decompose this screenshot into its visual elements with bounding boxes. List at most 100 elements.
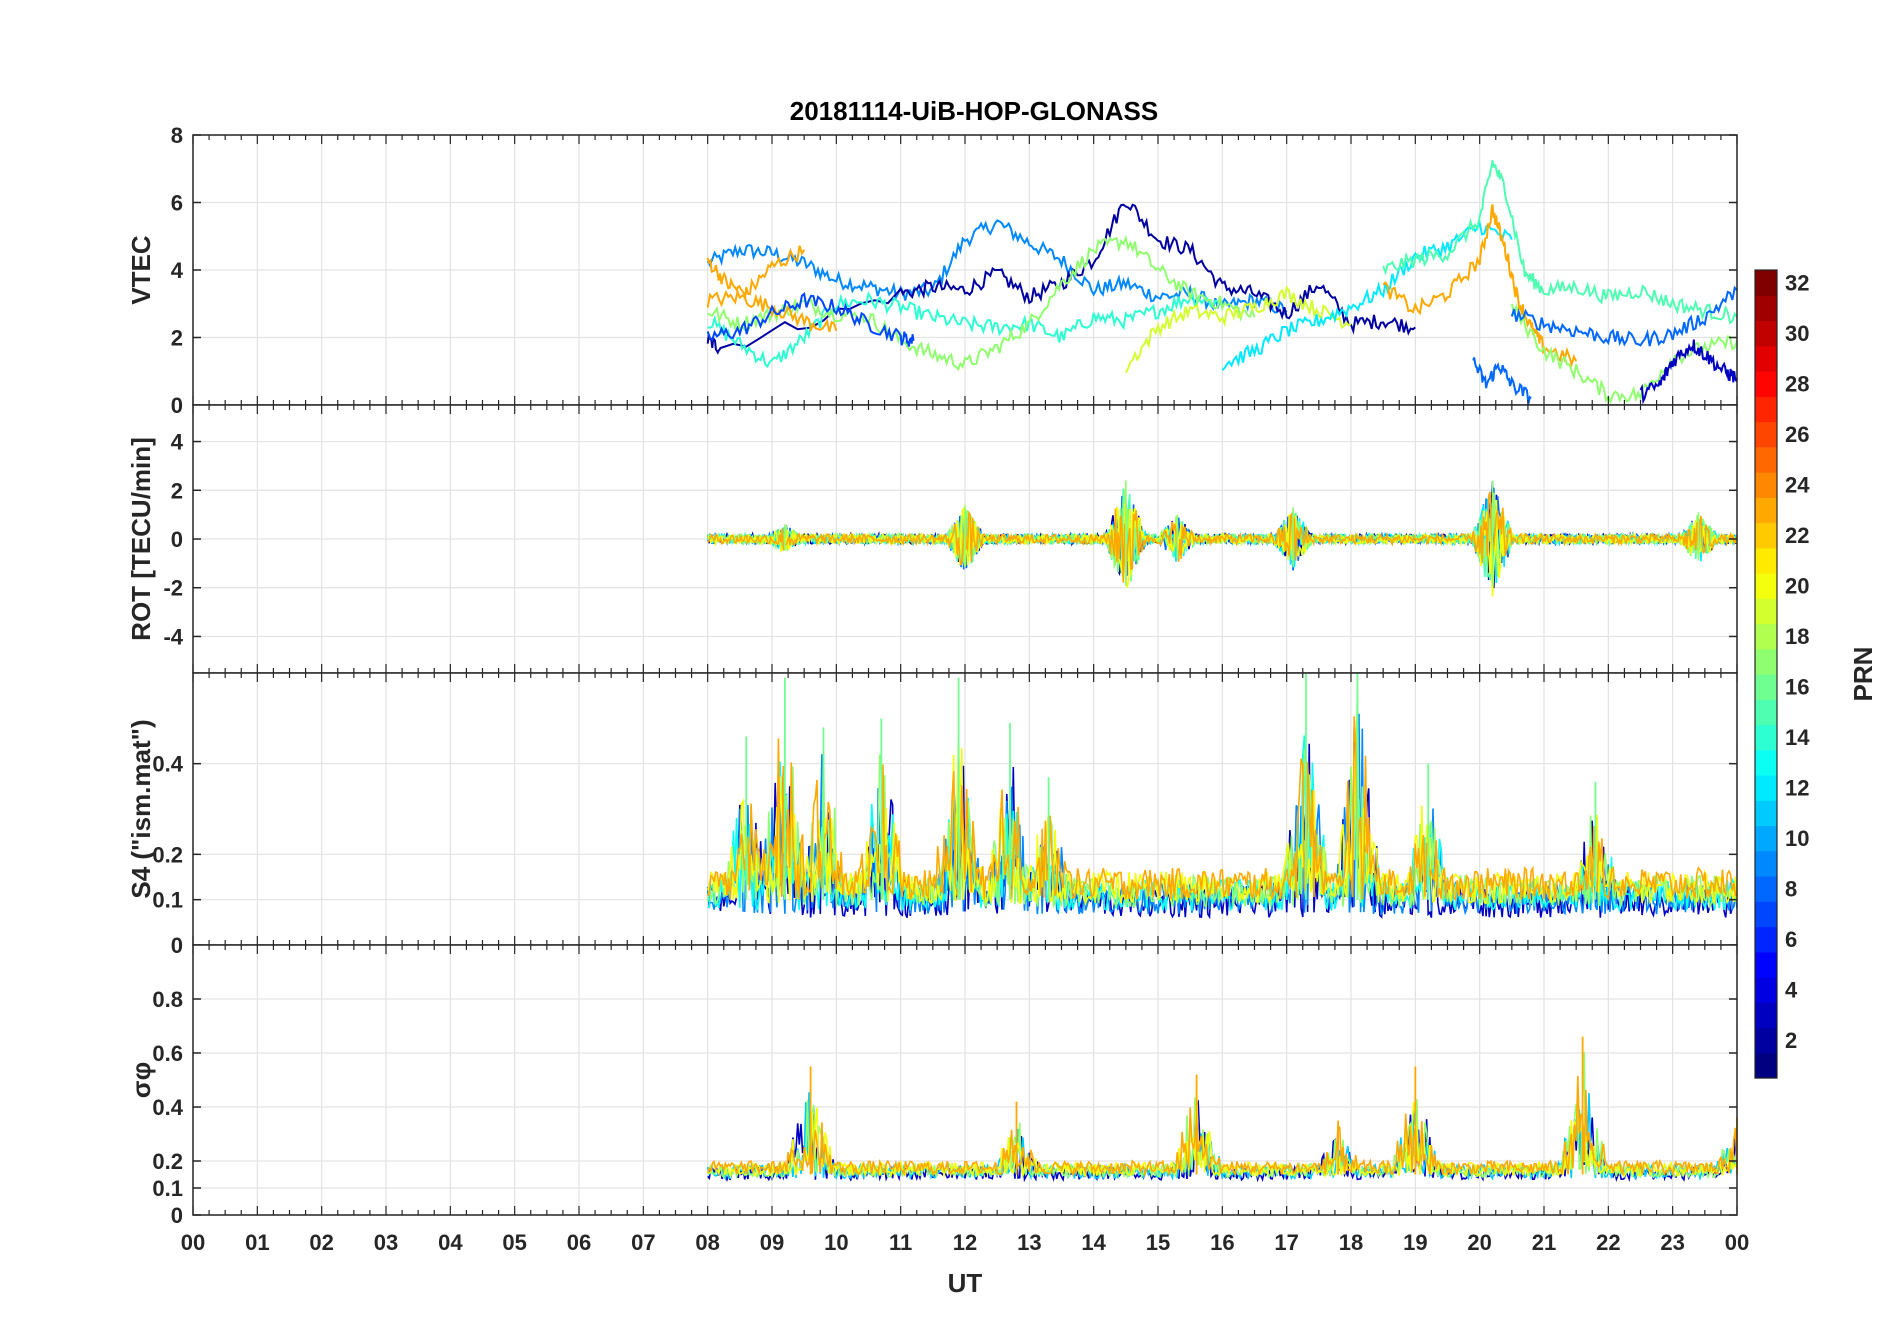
x-ticks — [192, 135, 1738, 405]
y-axis-label: σφ — [126, 1062, 156, 1098]
colorbar-tick-label: 16 — [1785, 675, 1809, 700]
x-tick-label: 18 — [1339, 1230, 1363, 1255]
colorbar-segment — [1755, 674, 1777, 700]
vtec-series-prn-8 — [1472, 357, 1532, 404]
colorbar-segment — [1755, 345, 1777, 372]
x-tick-label: 09 — [760, 1230, 784, 1255]
x-tick-label: 04 — [438, 1230, 463, 1255]
y-tick-label: 0.2 — [152, 1149, 183, 1174]
colorbar-segment — [1755, 270, 1777, 296]
y-tick-label: 0.1 — [152, 888, 183, 913]
x-tick-label: 23 — [1660, 1230, 1684, 1255]
series-group — [706, 159, 1738, 405]
y-axis: -4 -2 0 2 4 — [163, 430, 1737, 649]
vtec-series-prn-15 — [1382, 159, 1738, 325]
x-tick-label: 02 — [309, 1230, 333, 1255]
series-group — [706, 673, 1738, 920]
x-tick-label: 00 — [1725, 1230, 1749, 1255]
colorbar-tick-label: 10 — [1785, 826, 1809, 851]
colorbar-segment — [1755, 699, 1777, 726]
y-axis-label: ROT [TECU/min] — [126, 437, 156, 641]
sigma_phi-series-prn-23 — [706, 1075, 1738, 1178]
y-tick-label: 0.4 — [152, 1095, 183, 1120]
colorbar-tick-label: 30 — [1785, 321, 1809, 346]
x-tick-label: 14 — [1081, 1230, 1106, 1255]
y-axis: 0 0.1 0.2 0.4 — [152, 752, 1737, 958]
x-axis-label: UT — [948, 1268, 983, 1298]
x-tick-label: 22 — [1596, 1230, 1620, 1255]
y-tick-label: 6 — [171, 191, 183, 216]
panel-frame — [192, 944, 1738, 1216]
y-tick-label: 4 — [171, 258, 184, 283]
chart-title: 20181114-UiB-HOP-GLONASS — [790, 96, 1158, 126]
rot-series-prn-23 — [707, 491, 1738, 583]
y-tick-label: -4 — [163, 624, 183, 649]
x-tick-label: 10 — [824, 1230, 848, 1255]
colorbar-tick-label: 12 — [1785, 776, 1809, 801]
colorbar-tick-label: 6 — [1785, 927, 1797, 952]
x-ticks — [192, 405, 1738, 673]
vtec-series-prn-2 — [706, 203, 1416, 355]
x-ticks — [192, 673, 1738, 945]
x-tick-label: 19 — [1403, 1230, 1427, 1255]
y-tick-label: 0.2 — [152, 842, 183, 867]
y-axis: 00.10.2 0.4 0.6 0.8 — [152, 987, 1737, 1228]
colorbar-segment — [1755, 472, 1777, 498]
colorbar-segment — [1755, 800, 1777, 827]
colorbar-segment — [1755, 901, 1777, 928]
colorbar-segment — [1755, 1027, 1777, 1054]
colorbar-segment — [1755, 648, 1777, 675]
colorbar-label: PRN — [1848, 647, 1878, 702]
y-tick-label: 2 — [171, 326, 183, 351]
colorbar-tick-label: 20 — [1785, 574, 1809, 599]
x-tick-label: 05 — [502, 1230, 526, 1255]
y-tick-label: 0 — [171, 1203, 183, 1228]
colorbar-tick-label: 8 — [1785, 877, 1797, 902]
y-tick-label: 0 — [171, 393, 183, 418]
colorbar-segment — [1755, 446, 1777, 473]
vtec-series-prn-23 — [1382, 204, 1578, 369]
y-tick-label: 0 — [171, 527, 183, 552]
x-axis: 00 01 02 03 04 05 06 07 08 09 10 11 12 13 14 15 16 17 18 19… — [181, 1230, 1749, 1298]
s4-series-prn-20 — [706, 739, 1738, 906]
colorbar-segment — [1755, 522, 1777, 549]
colorbar-tick-label: 26 — [1785, 422, 1809, 447]
colorbar-segment — [1755, 371, 1777, 397]
colorbar-segment — [1755, 1002, 1777, 1029]
y-tick-label: 8 — [171, 123, 183, 148]
colorbar-segment — [1755, 295, 1777, 322]
vtec-series-prn-8 — [1510, 285, 1738, 347]
vtec-series-prn-19 — [1124, 285, 1352, 374]
y-tick-label: -2 — [163, 576, 183, 601]
colorbar-segment — [1755, 850, 1777, 877]
colorbar-segment — [1755, 497, 1777, 524]
vtec-series-prn-23 — [706, 245, 806, 300]
panel-vtec: 0 2 4 6 8 VTEC — [126, 123, 1738, 418]
vtec-series-prn-7 — [706, 292, 915, 347]
vtec-series-prn-3 — [1639, 339, 1738, 405]
y-tick-label: 0 — [171, 933, 183, 958]
colorbar-segment — [1755, 623, 1777, 650]
x-tick-label: 21 — [1532, 1230, 1556, 1255]
x-tick-label: 12 — [953, 1230, 977, 1255]
colorbar-segment — [1755, 547, 1777, 574]
series-group — [706, 1036, 1738, 1183]
colorbar-segment — [1755, 926, 1777, 953]
colorbar-segment — [1755, 876, 1777, 902]
rot-series-prn-20 — [707, 499, 1738, 597]
colorbar-segment — [1755, 598, 1777, 625]
colorbar-segment — [1755, 775, 1777, 801]
colorbar-frame — [1754, 269, 1778, 1079]
y-tick-label: 0.6 — [152, 1041, 183, 1066]
vtec-series-prn-14 — [707, 291, 1223, 369]
x-tick-label: 08 — [695, 1230, 719, 1255]
x-tick-label: 17 — [1274, 1230, 1298, 1255]
series-group — [706, 480, 1738, 597]
colorbar-tick-label: 18 — [1785, 624, 1809, 649]
colorbar-segment — [1755, 825, 1777, 852]
y-axis: 0 2 4 6 8 — [171, 123, 1737, 418]
colorbar-tick-label: 24 — [1785, 473, 1810, 498]
